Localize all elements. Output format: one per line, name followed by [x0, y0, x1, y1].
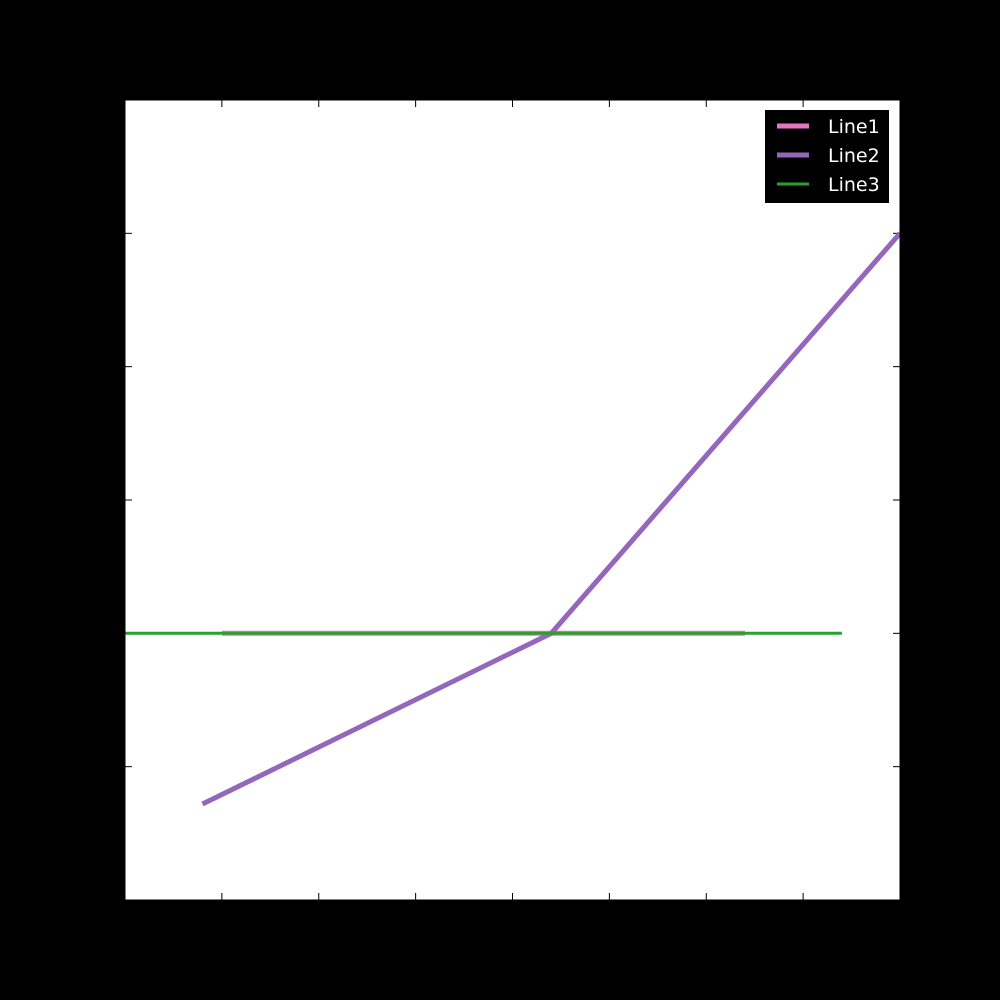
- legend: Line1 Line2 Line3: [765, 110, 889, 203]
- axis-ticks: [125, 100, 900, 900]
- series-group: [125, 231, 900, 807]
- legend-label-3: Line3: [828, 174, 880, 196]
- plot-frame: [124, 99, 901, 901]
- plot-area: [125, 100, 900, 900]
- legend-label-2: Line2: [828, 145, 880, 167]
- legend-label-1: Line1: [828, 116, 880, 138]
